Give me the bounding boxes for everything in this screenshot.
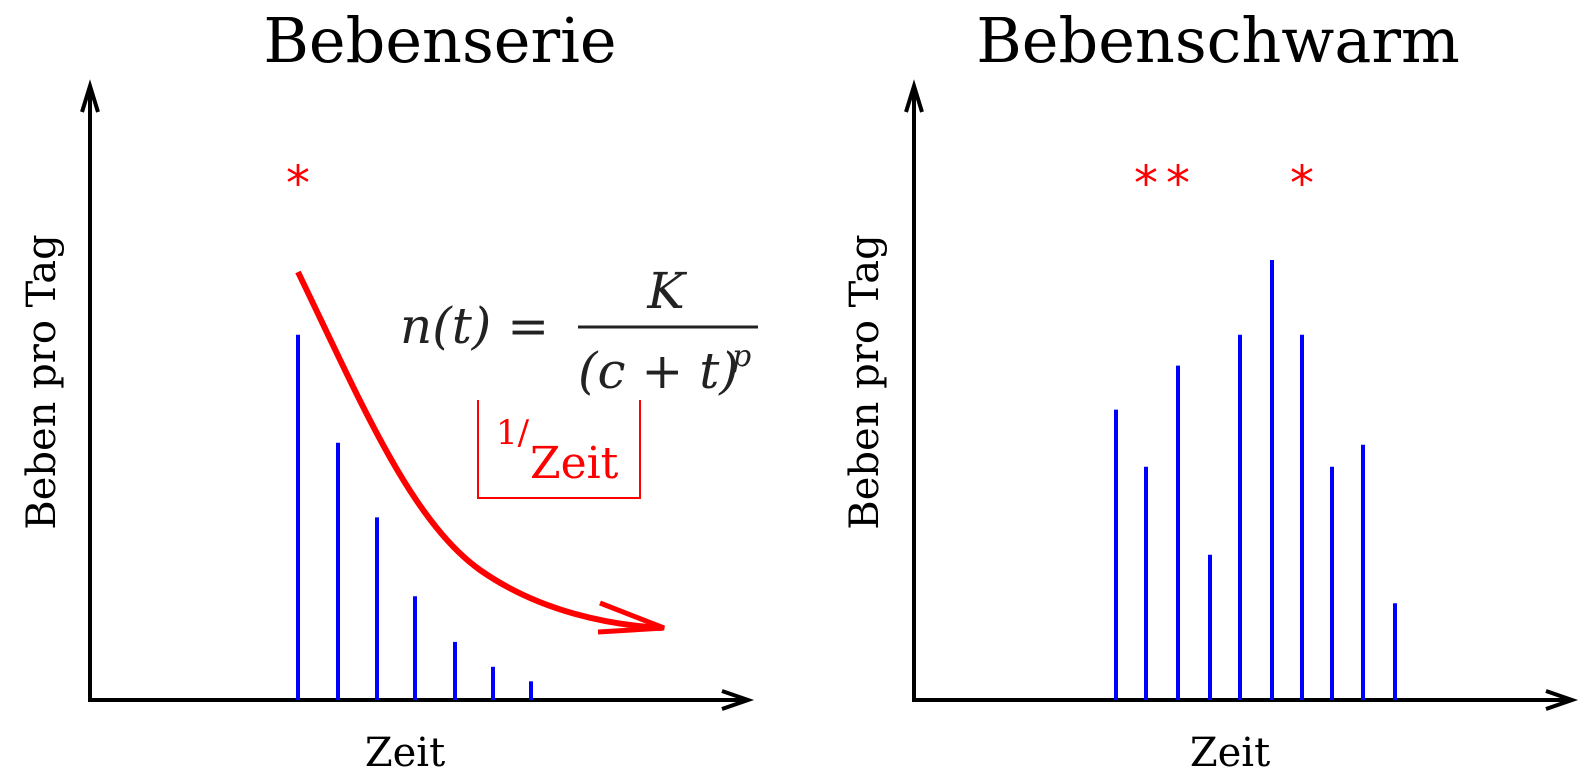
chart-title: Bebenschwarm xyxy=(976,4,1460,77)
chart-bebenschwarm: Bebenschwarm Beben pro Tag Zeit * * * xyxy=(842,4,1579,776)
chart-title: Bebenserie xyxy=(263,4,616,77)
formula-lhs: n(t) = xyxy=(400,297,549,355)
y-axis-arrow xyxy=(904,79,924,113)
chart-bebenserie: Bebenserie Beben pro Tag Zeit * n(t) = K… xyxy=(19,4,758,776)
y-axis-label: Beben pro Tag xyxy=(19,234,65,529)
y-axis-arrow xyxy=(80,79,100,113)
svg-text:n(t) =: n(t) = xyxy=(400,297,549,355)
mainshock-star-1: * xyxy=(1134,156,1158,212)
stars-bebenschwarm: * * * xyxy=(1134,156,1314,212)
x-axis-label: Zeit xyxy=(365,730,445,776)
inverse-time-box: 1/ Zeit xyxy=(477,400,641,499)
formula-denominator: (c + t) xyxy=(578,342,739,400)
x-axis-arrow xyxy=(1545,689,1579,711)
inverse-time-superscript: 1/ xyxy=(496,413,530,453)
decay-curve-arrowhead xyxy=(597,600,665,635)
formula-exponent: p xyxy=(732,339,751,374)
omori-formula: n(t) = K (c + t) p xyxy=(400,262,758,400)
y-axis-label: Beben pro Tag xyxy=(842,234,888,529)
formula-numerator: K xyxy=(646,262,687,320)
bars-bebenserie xyxy=(296,334,533,700)
mainshock-star-3: * xyxy=(1290,156,1314,212)
bars-bebenschwarm xyxy=(1114,260,1397,700)
x-axis-label: Zeit xyxy=(1190,730,1270,776)
mainshock-star-2: * xyxy=(1166,156,1190,212)
x-axis-arrow xyxy=(721,689,755,711)
mainshock-star-1: * xyxy=(286,156,310,212)
inverse-time-main: Zeit xyxy=(530,438,619,489)
stars-bebenserie: * xyxy=(286,156,310,212)
decay-curve xyxy=(295,270,663,631)
